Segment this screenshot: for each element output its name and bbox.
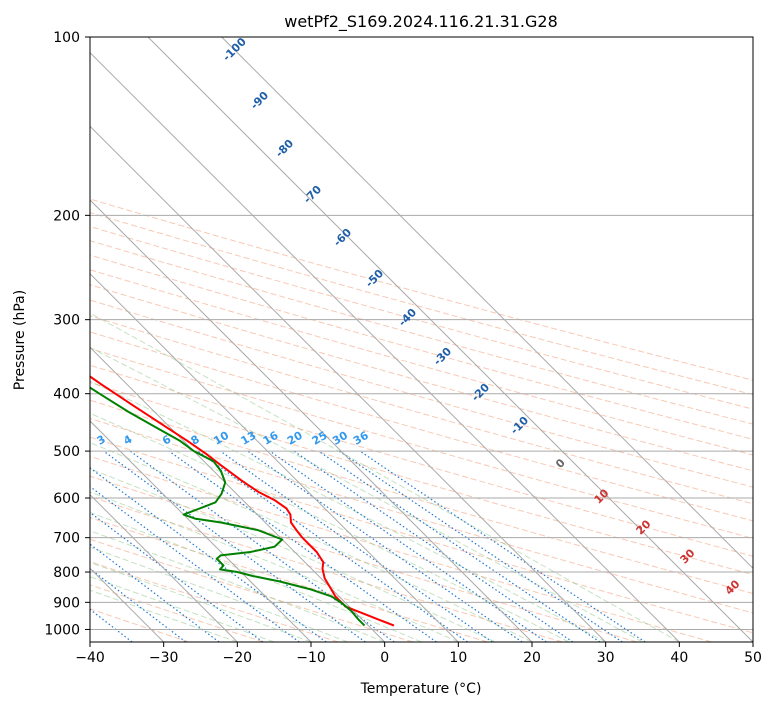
mixing-ratio-line <box>338 450 623 642</box>
dry-adiabat-label: -40 <box>396 306 419 329</box>
moist-adiabat-line <box>90 546 348 642</box>
mixing-ratio-label: 25 <box>310 429 330 448</box>
moist-adiabat-line <box>90 346 643 642</box>
dry-adiabat-line <box>90 399 753 595</box>
moist-adiabat-label: 30 <box>678 546 698 566</box>
mixing-ratio-label: 10 <box>211 429 231 448</box>
y-tick-label: 700 <box>53 531 80 547</box>
moist-adiabat-line <box>90 380 606 642</box>
x-tick-label: 10 <box>449 650 467 666</box>
x-tick-label: −10 <box>296 650 326 666</box>
dry-adiabat-label: -60 <box>331 226 354 249</box>
moist-adiabat-line <box>90 576 275 642</box>
mixing-ratio-line <box>168 450 437 642</box>
y-tick-label: 1000 <box>44 622 80 638</box>
moist-adiabat-line <box>90 511 422 642</box>
mixing-ratio-label: 20 <box>285 429 305 448</box>
dewpoint-line <box>90 386 366 627</box>
moist-adiabat-line <box>90 442 533 642</box>
x-tick-label: 20 <box>523 650 541 666</box>
y-axis: 100 200 300 400 500 600 700 800 900 1000 <box>44 30 90 638</box>
isotherm-line <box>90 125 607 642</box>
y-axis-title: Pressure (hPa) <box>12 290 28 390</box>
adiabat-labels: 0.10.20.40.611.52346810131620253036-100-… <box>0 37 743 598</box>
isotherm-line <box>90 420 312 642</box>
moist-adiabat-label: 0 <box>553 456 568 471</box>
x-tick-label: 30 <box>597 650 615 666</box>
x-tick-label: −40 <box>75 650 105 666</box>
mixing-ratio-line <box>197 450 468 642</box>
y-tick-label: 400 <box>53 387 80 403</box>
dry-adiabat-line <box>90 364 753 557</box>
mixing-ratio-label: 1 <box>0 433 13 448</box>
dry-adiabat-label: -30 <box>431 345 454 368</box>
y-tick-label: 200 <box>53 208 80 224</box>
isotherm-line <box>90 493 238 642</box>
isotherm-line <box>90 51 680 642</box>
y-tick-label: 500 <box>53 444 80 460</box>
dry-adiabat-line <box>90 608 189 642</box>
y-tick-label: 300 <box>53 313 80 329</box>
dry-adiabat-line <box>90 455 712 642</box>
dry-adiabat-line <box>90 225 753 410</box>
dry-adiabat-line <box>90 198 753 381</box>
temperature-line <box>90 375 395 627</box>
isotherm-line <box>221 37 753 570</box>
series-group <box>90 375 395 627</box>
dry-adiabat-line <box>90 496 563 642</box>
mixing-ratio-line <box>269 450 547 642</box>
moist-adiabat-line <box>90 468 496 642</box>
background-lines <box>90 198 753 642</box>
moist-adiabat-line <box>90 412 570 642</box>
dry-adiabat-line <box>90 417 753 614</box>
dry-adiabat-line <box>90 240 753 425</box>
mixing-ratio-line <box>90 567 187 642</box>
dry-adiabat-line <box>90 538 414 642</box>
x-tick-label: 0 <box>380 650 389 666</box>
mixing-ratio-label: 13 <box>239 429 259 448</box>
x-tick-label: 40 <box>670 650 688 666</box>
dry-adiabat-line <box>90 584 264 642</box>
dry-adiabat-line <box>90 561 339 642</box>
dry-adiabat-line <box>90 347 753 539</box>
dry-adiabat-label: -90 <box>248 89 271 112</box>
x-tick-label: 50 <box>744 650 762 666</box>
x-axis-title: Temperature (°C) <box>360 681 482 697</box>
moist-adiabat-label: 10 <box>592 486 612 506</box>
mixing-ratio-label: 4 <box>121 432 134 447</box>
moist-adiabat-line <box>90 589 238 642</box>
dry-adiabat-label: -80 <box>273 137 296 160</box>
y-tick-label: 800 <box>53 565 80 581</box>
isotherm-line <box>147 37 753 642</box>
mixing-ratio-line <box>359 450 646 642</box>
dry-adiabat-line <box>90 517 488 642</box>
mixing-ratio-line <box>103 450 366 642</box>
grid-lines <box>90 37 753 642</box>
dry-adiabat-line <box>90 475 638 642</box>
x-axis: −40 −30 −20 −10 0 10 20 30 40 50 <box>75 642 762 666</box>
x-tick-label: −30 <box>149 650 179 666</box>
moist-adiabat-label: 20 <box>634 517 654 537</box>
y-tick-label: 900 <box>53 595 80 611</box>
y-tick-label: 100 <box>53 30 80 46</box>
mixing-ratio-line <box>247 450 523 642</box>
dry-adiabat-label: -70 <box>301 183 324 206</box>
dry-adiabat-label: -50 <box>363 267 386 290</box>
isotherm-line <box>90 272 459 642</box>
dry-adiabat-line <box>90 269 753 456</box>
mixing-ratio-line <box>90 543 220 642</box>
moist-adiabat-label: 40 <box>723 577 743 597</box>
mixing-ratio-line <box>90 467 327 642</box>
mixing-ratio-label: 30 <box>330 429 350 448</box>
y-tick-label: 600 <box>53 491 80 507</box>
chart-title: wetPf2_S169.2024.116.21.31.G28 <box>284 12 558 32</box>
isotherm-line <box>90 199 533 642</box>
isotherm-line <box>90 346 386 642</box>
x-tick-label: −20 <box>223 650 253 666</box>
moist-adiabat-line <box>90 312 680 642</box>
plot-frame <box>89 36 754 643</box>
